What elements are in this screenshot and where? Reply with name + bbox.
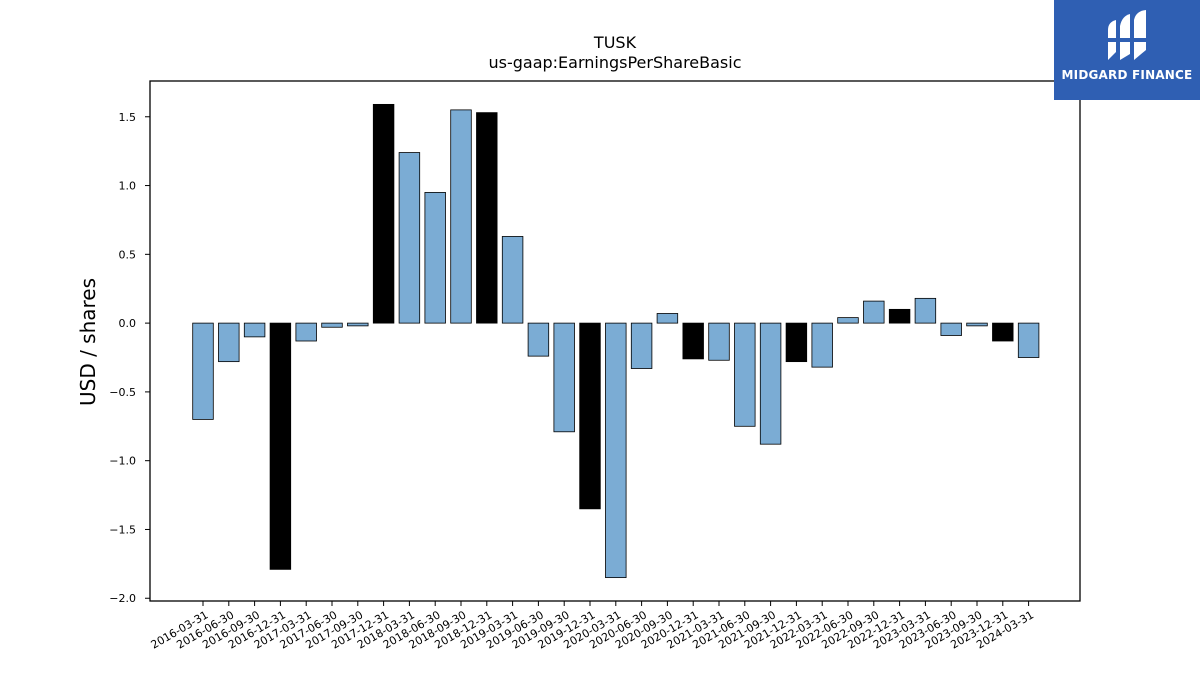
bar-2018-12-31 bbox=[476, 112, 498, 324]
bar-2017-06-30 bbox=[321, 322, 343, 328]
bar-2020-06-30 bbox=[630, 322, 653, 369]
bar-2017-09-30 bbox=[347, 322, 369, 327]
bar-2019-03-31 bbox=[501, 236, 524, 324]
y-axis-label: USD / shares bbox=[76, 278, 100, 406]
chart-title: TUSK bbox=[593, 33, 637, 52]
y-tick-label: −0.5 bbox=[109, 386, 136, 399]
y-tick-label: −2.0 bbox=[109, 592, 136, 605]
bar-2019-06-30 bbox=[527, 322, 550, 357]
bar-2023-12-31 bbox=[992, 322, 1014, 342]
bar-2017-03-31 bbox=[295, 322, 317, 342]
bar-2019-09-30 bbox=[553, 322, 575, 433]
bar-2022-06-30 bbox=[837, 317, 859, 324]
bar-2018-09-30 bbox=[450, 109, 472, 324]
bar-2018-03-31 bbox=[398, 152, 421, 324]
bar-2021-06-30 bbox=[734, 322, 756, 427]
bar-2023-06-30 bbox=[940, 322, 962, 336]
logo-text: MIDGARD FINANCE bbox=[1061, 68, 1193, 82]
y-tick-label: 0.5 bbox=[119, 248, 137, 261]
bars bbox=[192, 103, 1040, 579]
bar-2023-03-31 bbox=[914, 297, 937, 324]
y-tick-label: 0.0 bbox=[119, 317, 137, 330]
y-tick-label: −1.5 bbox=[109, 523, 136, 536]
midgard-finance-logo: MIDGARD FINANCE bbox=[1054, 0, 1200, 100]
bar-2021-12-31 bbox=[785, 322, 808, 363]
bar-2021-09-30 bbox=[759, 322, 782, 445]
chart-subtitle: us-gaap:EarningsPerShareBasic bbox=[488, 53, 741, 72]
bar-2016-09-30 bbox=[243, 322, 266, 338]
bar-2024-03-31 bbox=[1017, 322, 1040, 358]
x-axis-ticks: 2016-03-312016-06-302016-09-302016-12-31… bbox=[149, 601, 1036, 652]
bar-2023-09-30 bbox=[966, 322, 988, 327]
bar-2020-09-30 bbox=[656, 313, 679, 324]
y-axis-ticks: −2.0 −1.5 −1.0 −0.5 0.0 0.5 1.0 1.5 bbox=[109, 111, 150, 605]
bar-2018-06-30 bbox=[424, 192, 446, 324]
midgard-m-logo-icon bbox=[1108, 10, 1146, 60]
y-tick-label: 1.5 bbox=[119, 111, 137, 124]
bar-2016-12-31 bbox=[269, 322, 292, 570]
plot-frame bbox=[149, 80, 1081, 602]
bar-2022-12-31 bbox=[888, 308, 911, 324]
bar-2016-06-30 bbox=[218, 322, 240, 363]
bar-2022-09-30 bbox=[863, 300, 885, 324]
bar-2016-03-31 bbox=[192, 322, 214, 420]
bar-2017-12-31 bbox=[372, 103, 395, 324]
bar-2020-12-31 bbox=[682, 322, 704, 360]
bar-2020-03-31 bbox=[605, 322, 627, 579]
bar-2019-12-31 bbox=[579, 322, 601, 510]
y-tick-label: 1.0 bbox=[119, 180, 137, 193]
bar-2021-03-31 bbox=[708, 322, 730, 361]
y-tick-label: −1.0 bbox=[109, 455, 136, 468]
bar-2022-03-31 bbox=[811, 322, 833, 368]
